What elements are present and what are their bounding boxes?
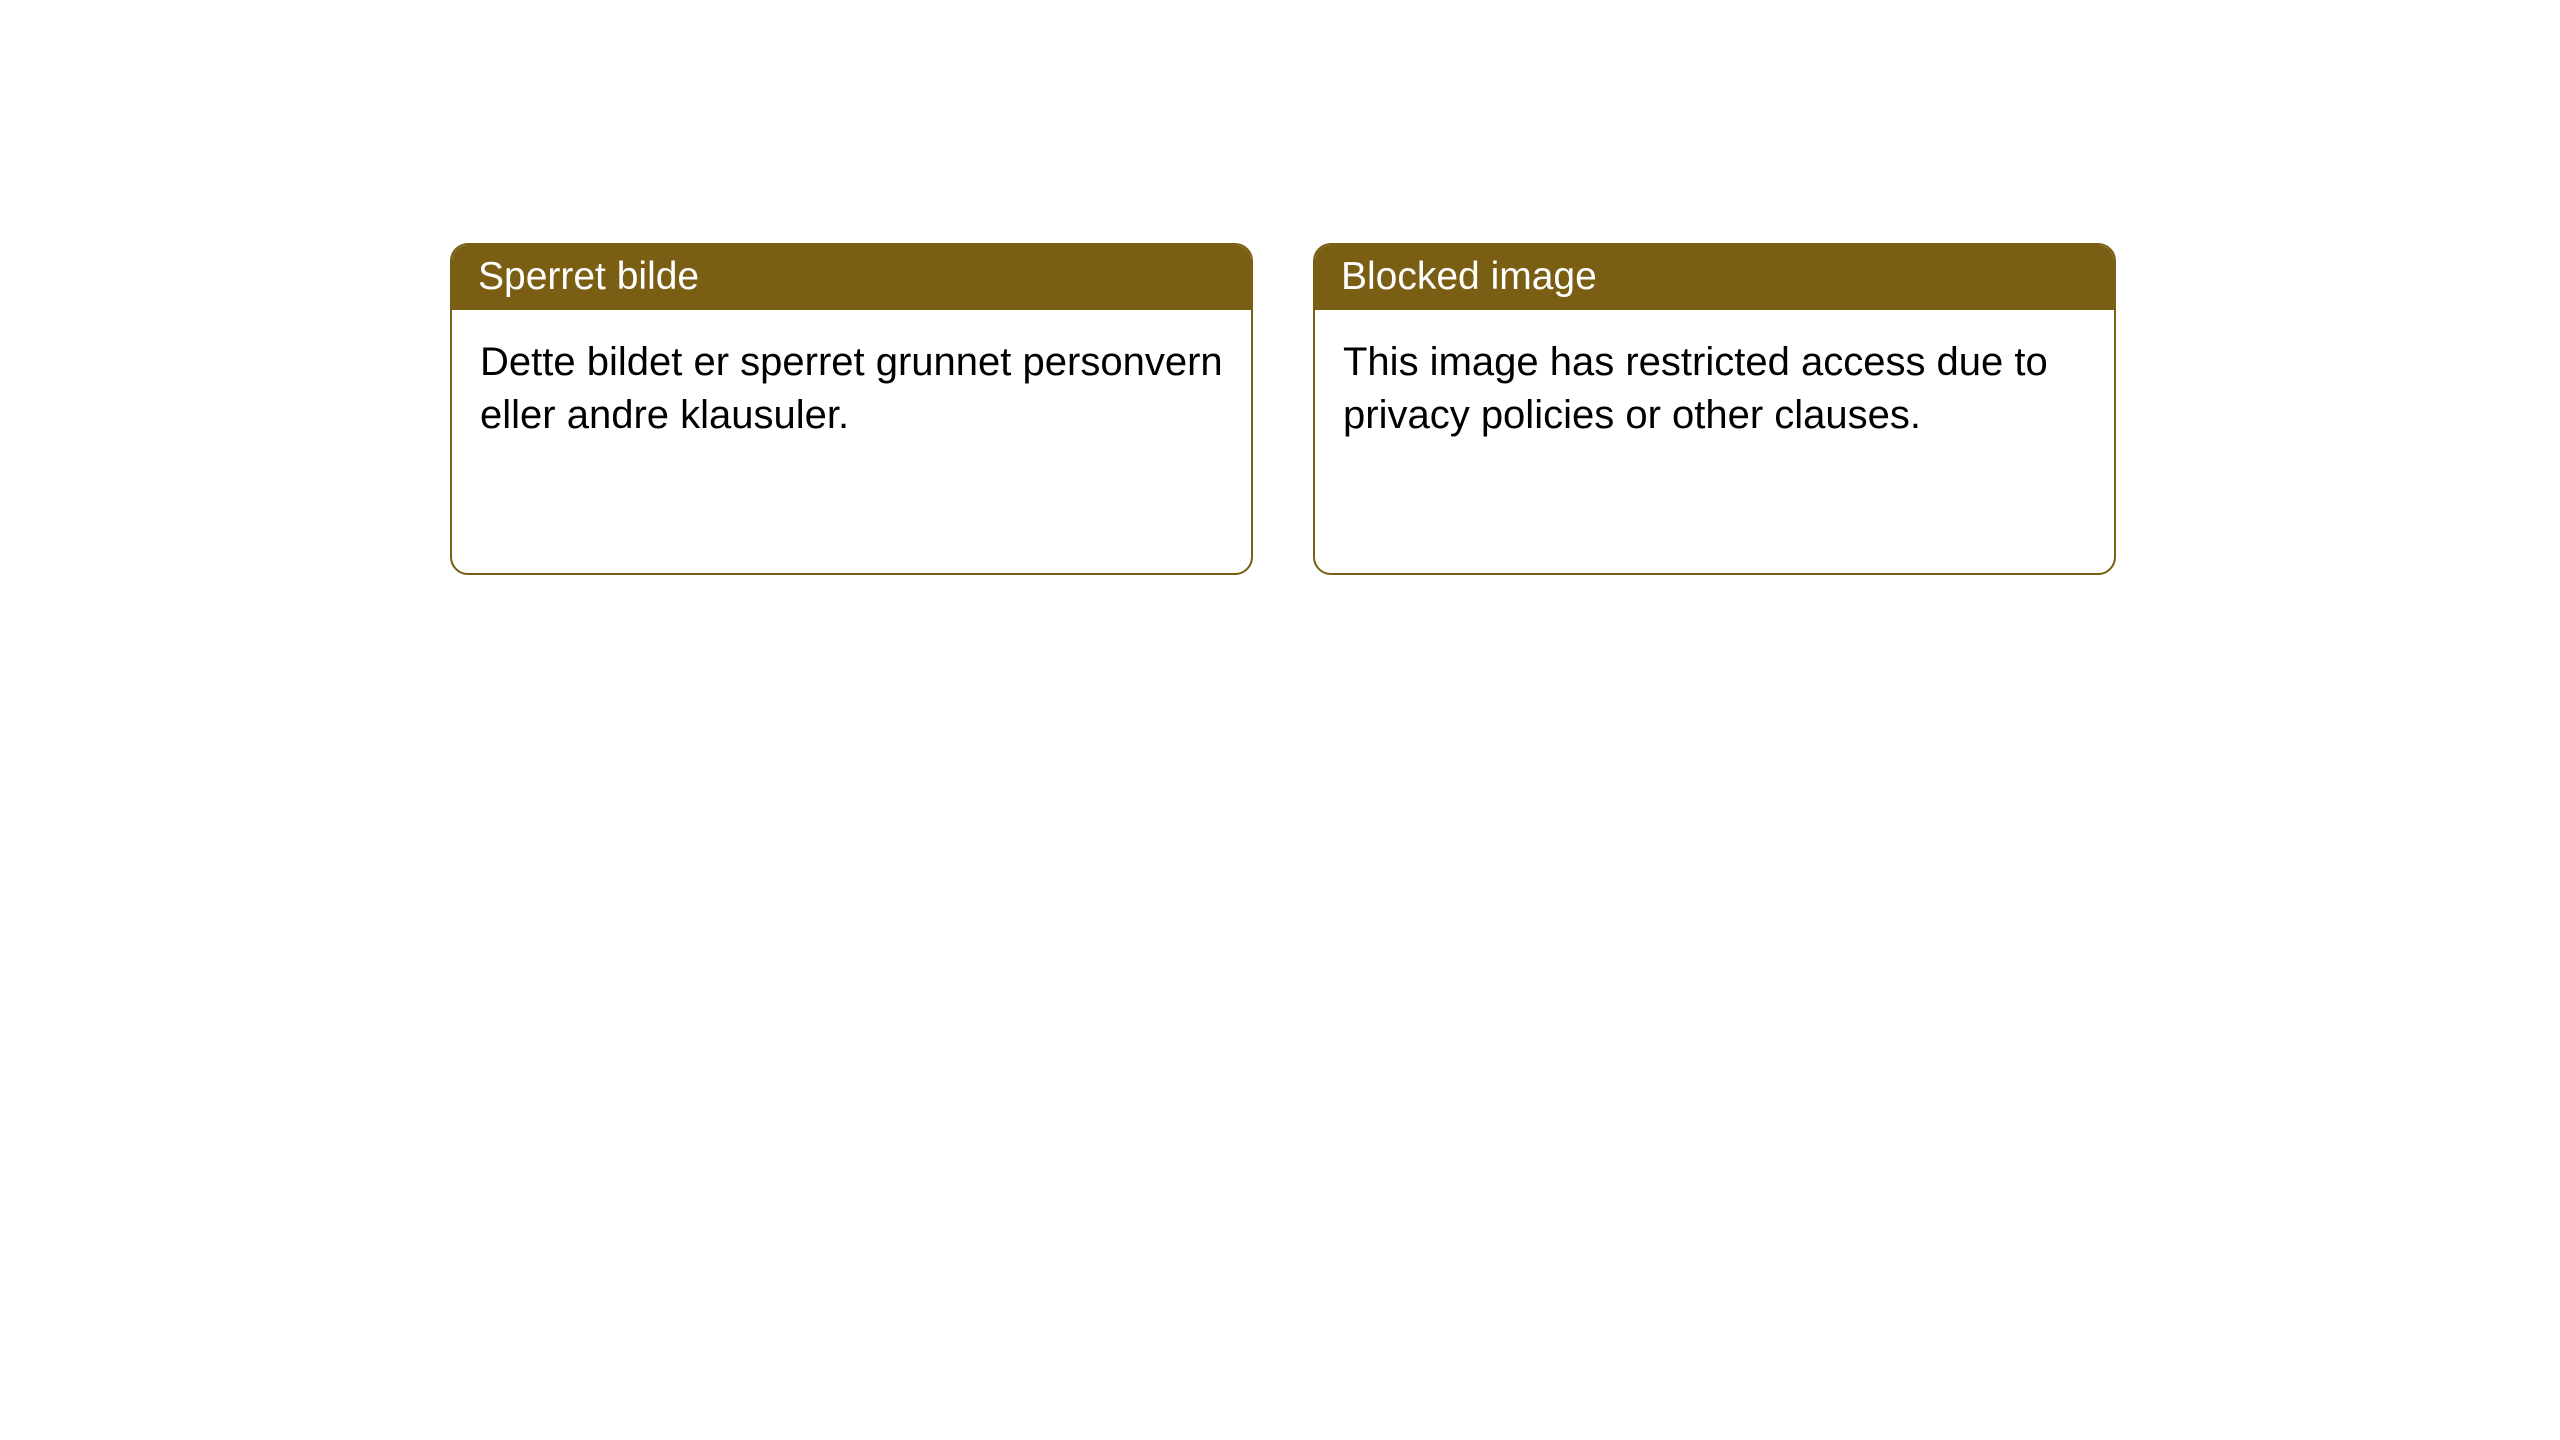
notice-card-norwegian: Sperret bilde Dette bildet er sperret gr… [450, 243, 1253, 575]
notice-body-norwegian: Dette bildet er sperret grunnet personve… [452, 310, 1251, 468]
notice-card-english: Blocked image This image has restricted … [1313, 243, 2116, 575]
notice-title-norwegian: Sperret bilde [452, 245, 1251, 310]
notice-container: Sperret bilde Dette bildet er sperret gr… [450, 243, 2116, 575]
notice-title-english: Blocked image [1315, 245, 2114, 310]
notice-body-english: This image has restricted access due to … [1315, 310, 2114, 468]
